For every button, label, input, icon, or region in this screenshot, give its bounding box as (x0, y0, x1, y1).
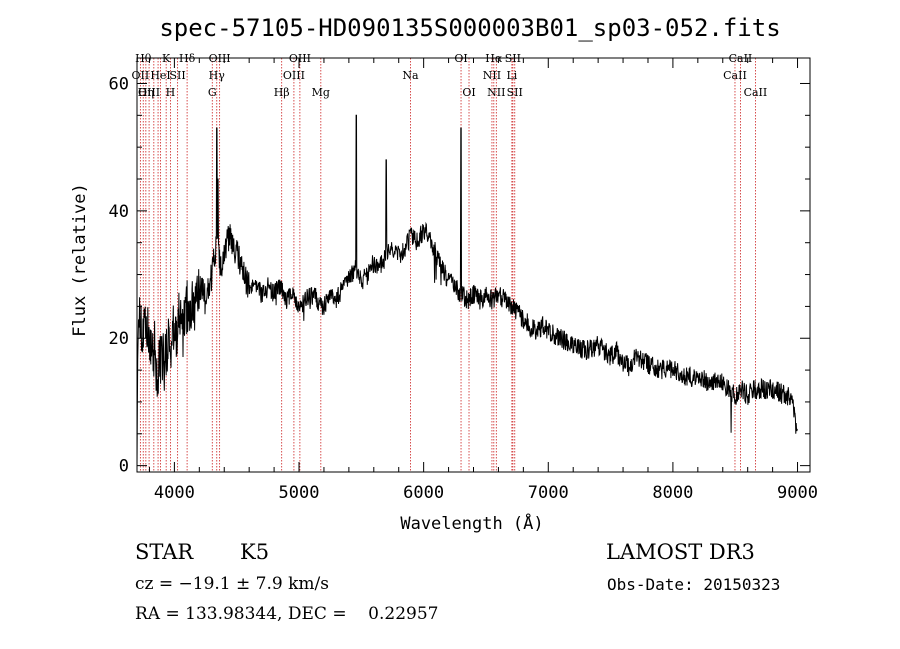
x-tick-label: 7000 (528, 483, 569, 503)
x-tick-label: 4000 (154, 483, 195, 503)
object-class: STAR (135, 540, 194, 564)
x-tick-label: 5000 (279, 483, 320, 503)
line-marker-label-12: Hγ (209, 69, 226, 82)
x-axis-label: Wavelength (Å) (400, 512, 543, 534)
tick-labels: 4000 5000 6000 7000 8000 9000 0 20 40 60 (109, 74, 818, 503)
spectrum-line (136, 114, 798, 469)
x-tick-label: 6000 (403, 483, 444, 503)
line-marker-label-14: Hβ (274, 86, 290, 99)
chart-title: spec-57105-HD090135S000003B01_sp03-052.f… (159, 14, 780, 42)
y-axis-label: Flux (relative) (70, 183, 90, 337)
line-marker-label-29: CaII (744, 86, 768, 99)
coordinates-readout: RA = 133.98344, DEC = 0.22957 (135, 604, 439, 624)
line-marker-label-0: OII (132, 69, 150, 82)
line-marker-labels: OIIHθHηOIIIHeIKHSIIHδGHγOIIIHβOIIIOIIIMg… (132, 52, 768, 99)
line-marker-label-21: NII (483, 69, 501, 82)
line-marker-label-11: G (208, 86, 217, 99)
line-marker-label-23: NII (487, 86, 505, 99)
y-tick-label: 0 (119, 457, 129, 477)
line-marker-label-9: SII (170, 69, 186, 82)
line-marker-label-20: OI (462, 86, 475, 99)
line-markers (139, 58, 756, 472)
line-marker-label-3: OIII (138, 86, 160, 99)
y-tick-label: 60 (109, 74, 129, 94)
y-tick-label: 20 (109, 329, 129, 349)
observation-date: Obs-Date: 20150323 (607, 575, 781, 594)
line-marker-label-8: H (166, 86, 176, 99)
line-marker-label-2: Hη (138, 86, 154, 99)
line-marker-label-27: CaII (723, 69, 747, 82)
line-marker-label-24: Li (506, 69, 517, 82)
y-tick-label: 40 (109, 202, 129, 222)
line-marker-label-17: Mg (312, 86, 330, 99)
redshift-readout: cz = −19.1 ± 7.9 km/s (135, 574, 329, 594)
survey-name: LAMOST DR3 (606, 540, 755, 564)
line-marker-label-6: HeI (150, 69, 170, 82)
plot-axes (136, 57, 811, 473)
line-marker-label-18: Na (402, 69, 419, 82)
object-subclass: K5 (240, 540, 270, 564)
line-marker-label-15: OIII (283, 69, 305, 82)
x-tick-label: 9000 (777, 483, 818, 503)
x-tick-label: 8000 (652, 483, 693, 503)
line-marker-label-26: SII (507, 86, 523, 99)
